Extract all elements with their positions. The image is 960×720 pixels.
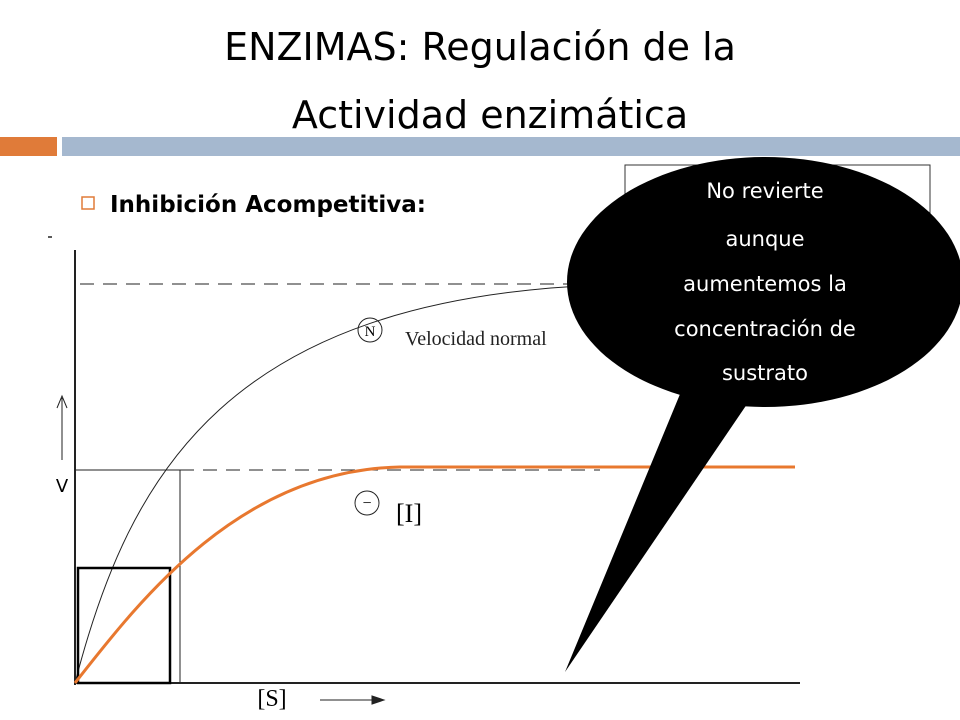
callout-text: No revierte aunque aumentemos la concentrac…: [674, 179, 856, 385]
callout-line: concentración de: [674, 317, 856, 341]
curve-label: −: [362, 495, 371, 512]
curve-text: Velocidad normal: [405, 328, 547, 350]
label-circle: [357, 317, 383, 343]
callout-line: sustrato: [722, 361, 808, 385]
highlight-box: [76, 566, 172, 685]
speech-bubble: [565, 157, 960, 672]
callout-line: aunque: [725, 227, 804, 251]
bullet-text: Inhibición Acompetitiva:: [110, 192, 426, 218]
header-bar: [62, 137, 960, 156]
bubble: [567, 157, 960, 407]
bullet-marker: [81, 196, 95, 210]
accent-bar: [0, 137, 57, 156]
callout-line: No revierte: [706, 179, 823, 203]
bubble-tail: [565, 370, 760, 672]
axis-label: [S]: [257, 686, 286, 712]
title-line: Actividad enzimática: [292, 93, 688, 137]
graph: [48, 236, 800, 705]
curve-label: N: [365, 324, 376, 340]
label-circle: [354, 490, 380, 516]
curve-text: [I]: [396, 499, 422, 528]
curve-normal: [74, 284, 601, 684]
callout-line: aumentemos la: [683, 272, 847, 296]
s-arrowhead: [371, 695, 386, 705]
axis-label: V: [56, 476, 69, 497]
curve-inhibited: [73, 465, 795, 684]
v-arrowhead: [56, 394, 68, 409]
title-line: ENZIMAS: Regulación de la: [224, 25, 736, 69]
